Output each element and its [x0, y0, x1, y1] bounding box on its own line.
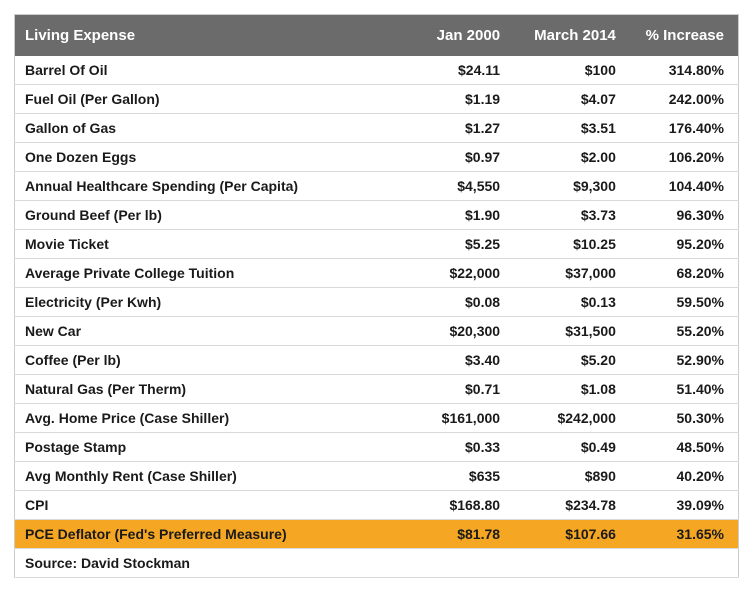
- table-row: Postage Stamp$0.33$0.4948.50%: [15, 433, 739, 462]
- cell-pct: 59.50%: [630, 288, 739, 317]
- table-row: One Dozen Eggs$0.97$2.00106.20%: [15, 143, 739, 172]
- cell-jan2000: $1.27: [405, 114, 514, 143]
- cell-jan2000: $635: [405, 462, 514, 491]
- cell-mar2014: $1.08: [514, 375, 630, 404]
- table-row: Avg. Home Price (Case Shiller)$161,000$2…: [15, 404, 739, 433]
- cell-jan2000: $0.08: [405, 288, 514, 317]
- table-row: New Car$20,300$31,50055.20%: [15, 317, 739, 346]
- cell-item: Average Private College Tuition: [15, 259, 406, 288]
- cell-jan2000: $0.71: [405, 375, 514, 404]
- cell-item: Natural Gas (Per Therm): [15, 375, 406, 404]
- cell-pct: 51.40%: [630, 375, 739, 404]
- table-row: Fuel Oil (Per Gallon)$1.19$4.07242.00%: [15, 85, 739, 114]
- cell-jan2000: $3.40: [405, 346, 514, 375]
- table-row: Coffee (Per lb)$3.40$5.2052.90%: [15, 346, 739, 375]
- cell-jan2000: $20,300: [405, 317, 514, 346]
- table-row: Gallon of Gas$1.27$3.51176.40%: [15, 114, 739, 143]
- living-expense-table: Living Expense Jan 2000 March 2014 % Inc…: [14, 14, 739, 578]
- cell-mar2014: $9,300: [514, 172, 630, 201]
- table-row: Barrel Of Oil$24.11$100314.80%: [15, 56, 739, 85]
- cell-jan2000: $81.78: [405, 520, 514, 549]
- cell-item: One Dozen Eggs: [15, 143, 406, 172]
- cell-pct: 50.30%: [630, 404, 739, 433]
- cell-pct: 40.20%: [630, 462, 739, 491]
- cell-pct: 55.20%: [630, 317, 739, 346]
- cell-mar2014: $5.20: [514, 346, 630, 375]
- table-body: Barrel Of Oil$24.11$100314.80%Fuel Oil (…: [15, 56, 739, 578]
- cell-mar2014: $4.07: [514, 85, 630, 114]
- table-row: Annual Healthcare Spending (Per Capita)$…: [15, 172, 739, 201]
- table-row: Avg Monthly Rent (Case Shiller)$635$8904…: [15, 462, 739, 491]
- cell-jan2000: $0.33: [405, 433, 514, 462]
- cell-item: Avg Monthly Rent (Case Shiller): [15, 462, 406, 491]
- cell-item: Fuel Oil (Per Gallon): [15, 85, 406, 114]
- cell-jan2000: $24.11: [405, 56, 514, 85]
- cell-item: CPI: [15, 491, 406, 520]
- cell-pct: 106.20%: [630, 143, 739, 172]
- cell-jan2000: $1.19: [405, 85, 514, 114]
- cell-item: Movie Ticket: [15, 230, 406, 259]
- cell-mar2014: $242,000: [514, 404, 630, 433]
- table-row: Ground Beef (Per lb)$1.90$3.7396.30%: [15, 201, 739, 230]
- cell-jan2000: $4,550: [405, 172, 514, 201]
- cell-mar2014: $37,000: [514, 259, 630, 288]
- cell-mar2014: $0.49: [514, 433, 630, 462]
- cell-item: Coffee (Per lb): [15, 346, 406, 375]
- cell-jan2000: $5.25: [405, 230, 514, 259]
- cell-item: Postage Stamp: [15, 433, 406, 462]
- cell-item: Gallon of Gas: [15, 114, 406, 143]
- cell-jan2000: $22,000: [405, 259, 514, 288]
- cell-item: Electricity (Per Kwh): [15, 288, 406, 317]
- cell-item: Barrel Of Oil: [15, 56, 406, 85]
- col-header-pct: % Increase: [630, 15, 739, 57]
- cell-mar2014: $10.25: [514, 230, 630, 259]
- cell-mar2014: $3.73: [514, 201, 630, 230]
- cell-item: Ground Beef (Per lb): [15, 201, 406, 230]
- cell-pct: 39.09%: [630, 491, 739, 520]
- col-header-item: Living Expense: [15, 15, 406, 57]
- cell-item: Annual Healthcare Spending (Per Capita): [15, 172, 406, 201]
- cell-pct: 314.80%: [630, 56, 739, 85]
- cell-item: Avg. Home Price (Case Shiller): [15, 404, 406, 433]
- cell-mar2014: $2.00: [514, 143, 630, 172]
- source-row: Source: David Stockman: [15, 549, 739, 578]
- cell-item: PCE Deflator (Fed's Preferred Measure): [15, 520, 406, 549]
- cell-mar2014: $890: [514, 462, 630, 491]
- table-row: PCE Deflator (Fed's Preferred Measure)$8…: [15, 520, 739, 549]
- cell-mar2014: $31,500: [514, 317, 630, 346]
- cell-pct: 242.00%: [630, 85, 739, 114]
- cell-jan2000: $1.90: [405, 201, 514, 230]
- cell-mar2014: $0.13: [514, 288, 630, 317]
- col-header-jan2000: Jan 2000: [405, 15, 514, 57]
- cell-jan2000: $168.80: [405, 491, 514, 520]
- table-row: Electricity (Per Kwh)$0.08$0.1359.50%: [15, 288, 739, 317]
- cell-pct: 31.65%: [630, 520, 739, 549]
- cell-pct: 95.20%: [630, 230, 739, 259]
- cell-pct: 104.40%: [630, 172, 739, 201]
- cell-mar2014: $3.51: [514, 114, 630, 143]
- cell-jan2000: $161,000: [405, 404, 514, 433]
- table-row: Natural Gas (Per Therm)$0.71$1.0851.40%: [15, 375, 739, 404]
- cell-pct: 96.30%: [630, 201, 739, 230]
- cell-mar2014: $100: [514, 56, 630, 85]
- table-header: Living Expense Jan 2000 March 2014 % Inc…: [15, 15, 739, 57]
- cell-jan2000: $0.97: [405, 143, 514, 172]
- cell-item: New Car: [15, 317, 406, 346]
- cell-pct: 52.90%: [630, 346, 739, 375]
- cell-mar2014: $234.78: [514, 491, 630, 520]
- cell-pct: 68.20%: [630, 259, 739, 288]
- table-row: Average Private College Tuition$22,000$3…: [15, 259, 739, 288]
- table-row: CPI$168.80$234.7839.09%: [15, 491, 739, 520]
- cell-pct: 48.50%: [630, 433, 739, 462]
- source-label: Source: David Stockman: [15, 549, 739, 578]
- cell-mar2014: $107.66: [514, 520, 630, 549]
- table-row: Movie Ticket$5.25$10.2595.20%: [15, 230, 739, 259]
- col-header-mar2014: March 2014: [514, 15, 630, 57]
- cell-pct: 176.40%: [630, 114, 739, 143]
